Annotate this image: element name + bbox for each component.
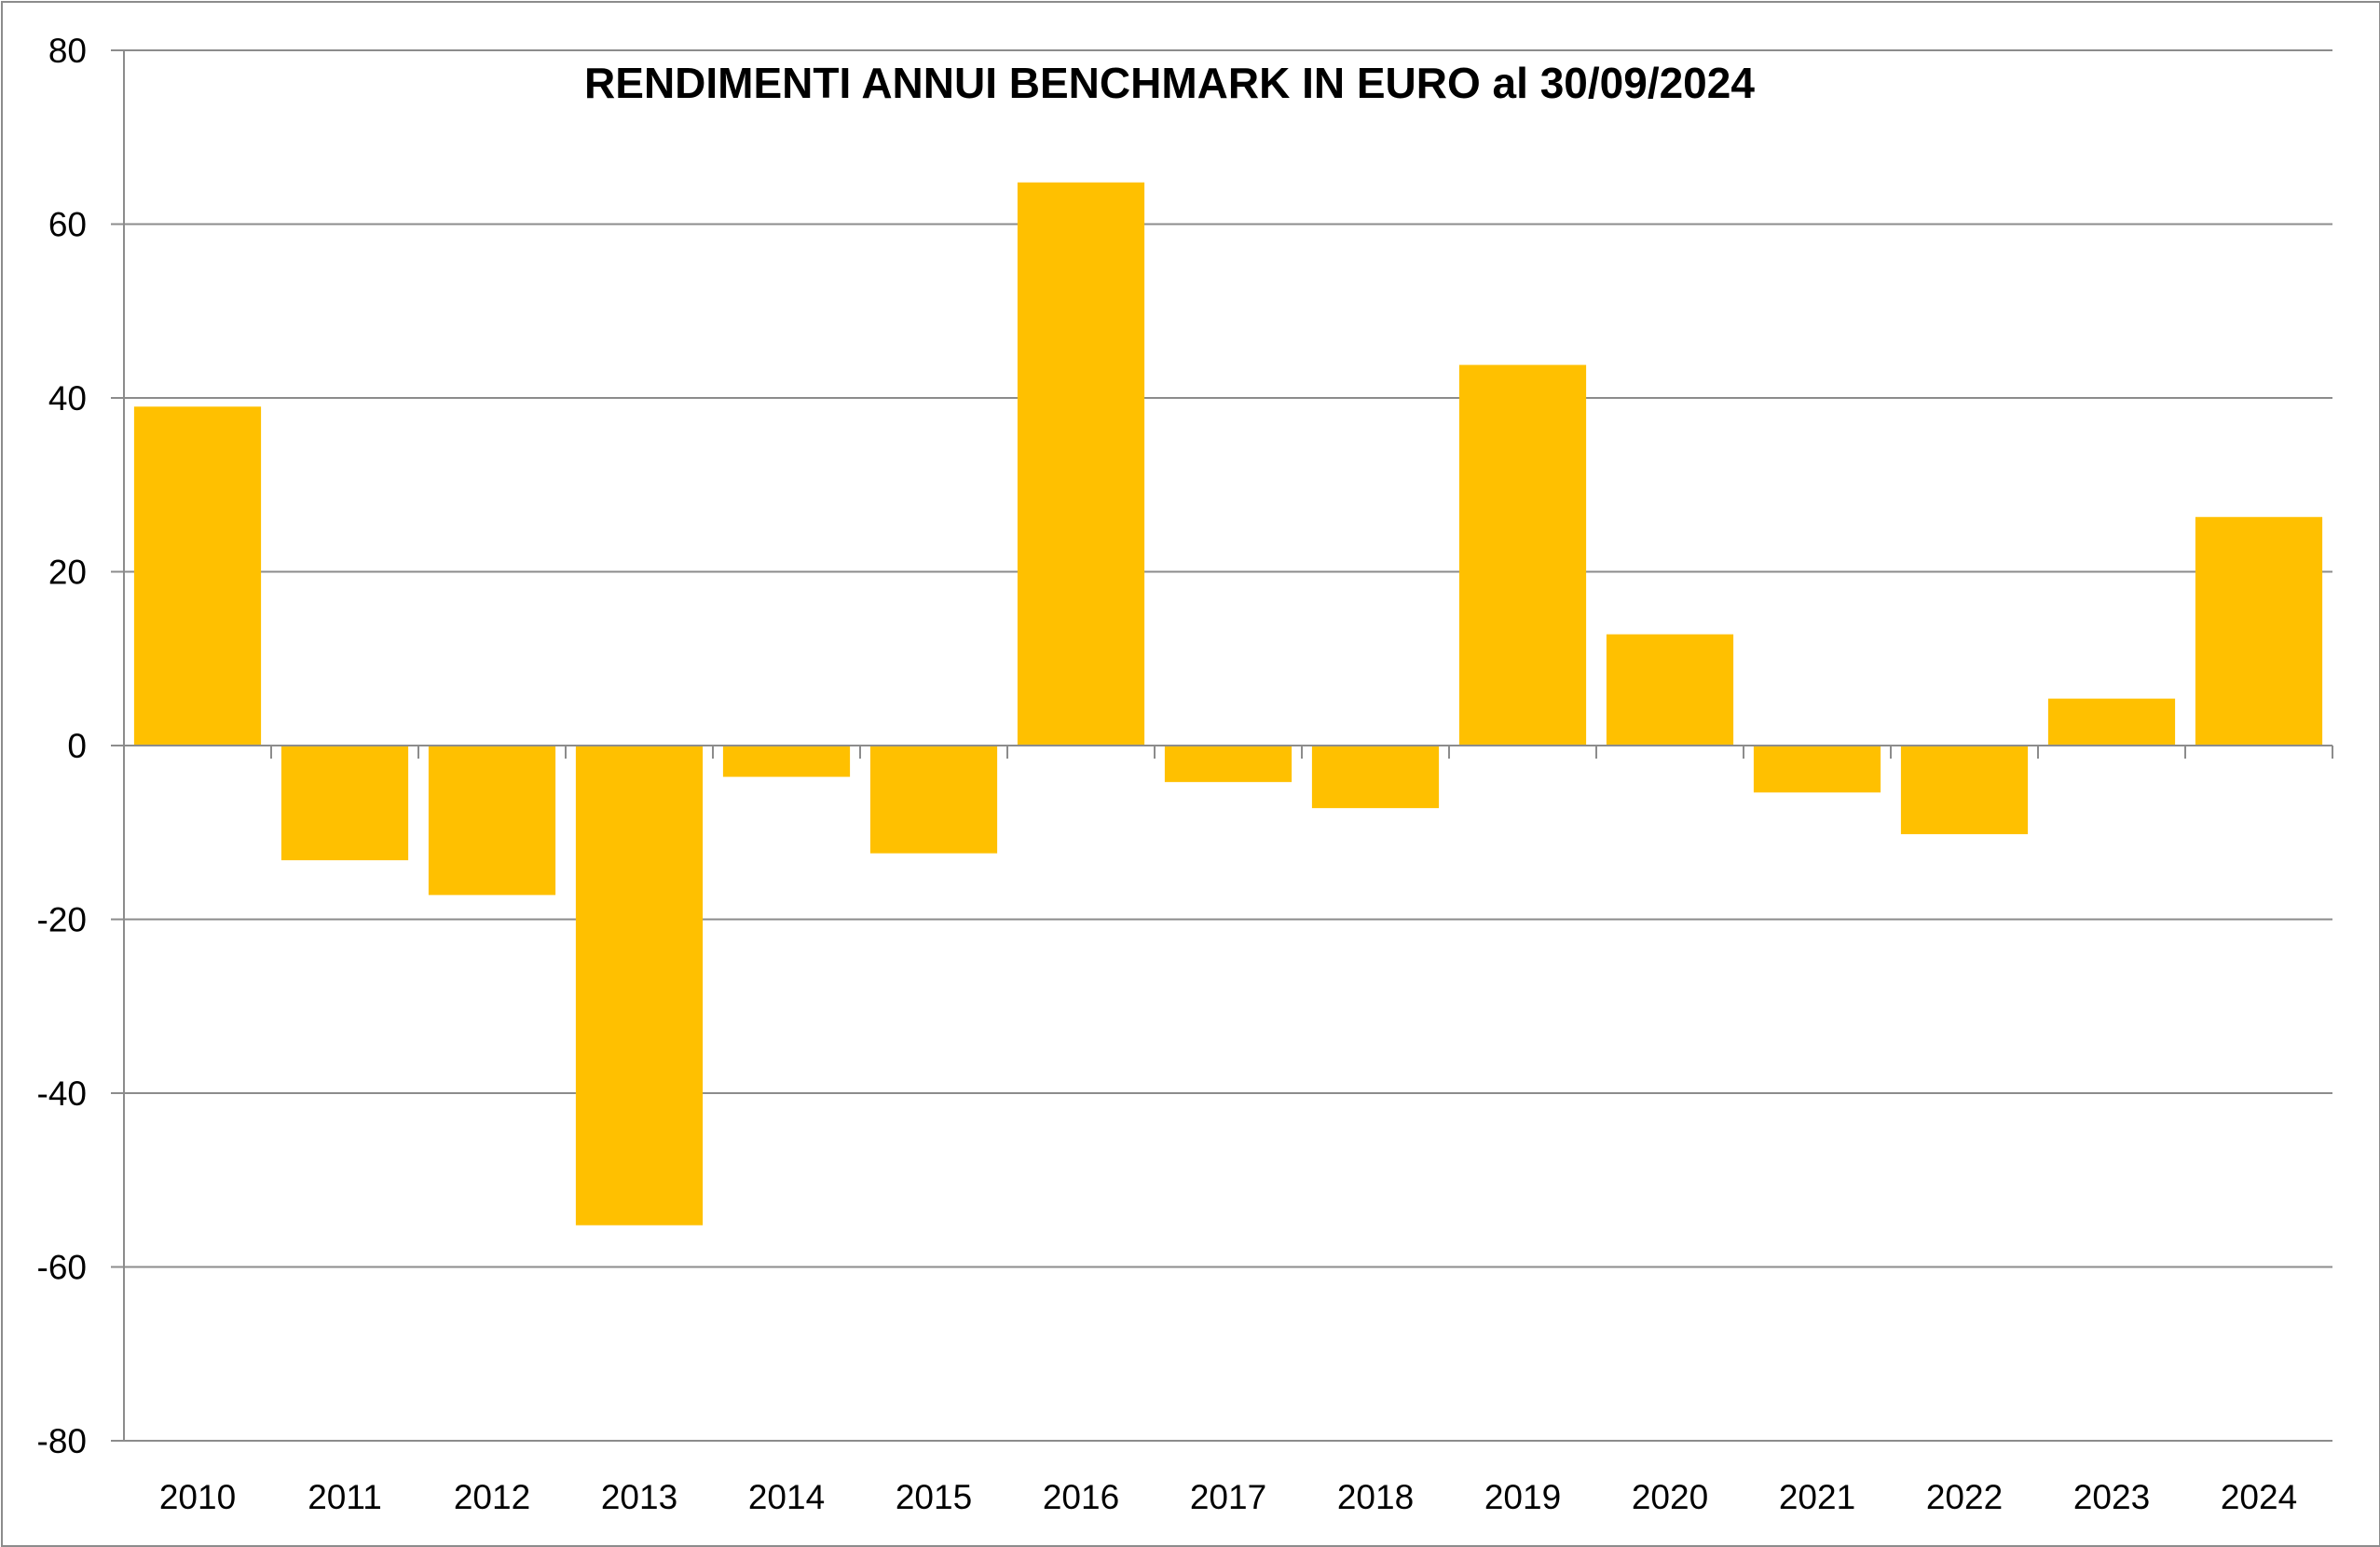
y-tick-label: 40 <box>48 379 87 418</box>
x-tick-label: 2020 <box>1632 1478 1708 1516</box>
x-tick-label: 2022 <box>1926 1478 2003 1516</box>
bar-2017 <box>1164 746 1293 783</box>
bar-2020 <box>1606 634 1734 746</box>
y-tick-label: 60 <box>48 206 87 244</box>
x-axis-ticks: 2010 2011 2012 2013 2014 2015 2016 2017 2018 2019… <box>159 1478 2297 1516</box>
x-tick-label: 2012 <box>454 1478 530 1516</box>
bar-2014 <box>722 746 851 777</box>
gridlines <box>124 49 2332 1442</box>
bar-2023 <box>2047 698 2176 746</box>
bar-2016 <box>1017 182 1145 746</box>
y-tick-label: 20 <box>48 554 87 592</box>
bar-2013 <box>575 746 704 1225</box>
bar-2024 <box>2195 516 2323 746</box>
x-tick-label: 2023 <box>2073 1478 2150 1516</box>
x-tick-label: 2015 <box>896 1478 972 1516</box>
x-tick-label: 2016 <box>1043 1478 1119 1516</box>
x-tick-label: 2017 <box>1190 1478 1266 1516</box>
axes <box>123 50 2333 1441</box>
x-tick-label: 2013 <box>601 1478 677 1516</box>
x-tick-label: 2024 <box>2221 1478 2297 1516</box>
y-tick-label: 80 <box>48 32 87 70</box>
bar-2019 <box>1458 364 1587 746</box>
x-tick-label: 2018 <box>1337 1478 1414 1516</box>
y-tick-label: -80 <box>37 1422 87 1460</box>
x-tick-label: 2011 <box>308 1478 382 1516</box>
y-tick-label: -40 <box>37 1075 87 1113</box>
bar-2022 <box>1900 746 2029 835</box>
y-tick-label: -20 <box>37 901 87 939</box>
bar-2012 <box>428 746 556 896</box>
x-tick-label: 2021 <box>1779 1478 1855 1516</box>
x-tick-label: 2014 <box>748 1478 825 1516</box>
bars <box>133 182 2323 1225</box>
x-tick-label: 2010 <box>159 1478 236 1516</box>
x-tick-label: 2019 <box>1484 1478 1561 1516</box>
bar-2015 <box>869 746 998 854</box>
y-axis-ticks: 80 60 40 20 0 -20 -40 -60 -80 <box>37 32 124 1460</box>
y-tick-label: -60 <box>37 1249 87 1287</box>
chart-title: RENDIMENTI ANNUI BENCHMARK IN EURO al 30… <box>584 59 1755 107</box>
bar-2018 <box>1311 746 1440 809</box>
y-tick-label: 0 <box>67 727 87 765</box>
bar-2010 <box>133 406 262 746</box>
bar-2011 <box>280 746 409 861</box>
bar-2021 <box>1753 746 1881 793</box>
